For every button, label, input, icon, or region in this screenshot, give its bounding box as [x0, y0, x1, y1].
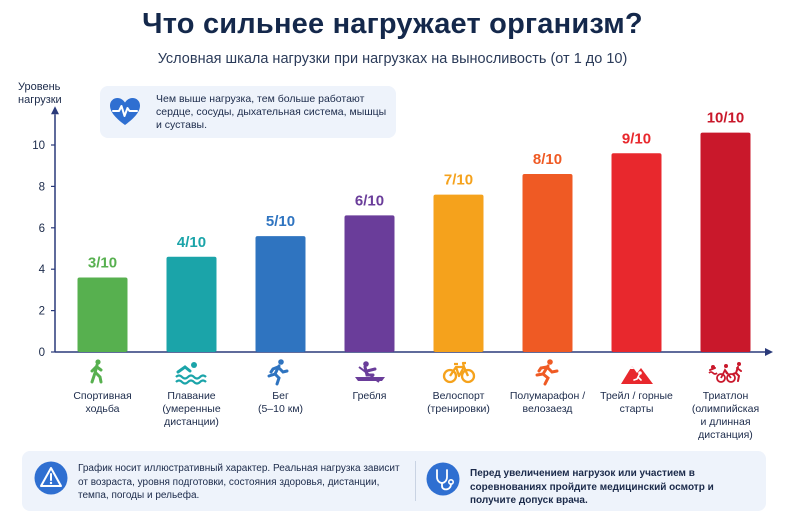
info-text: Чем выше нагрузка, тем больше работают с… — [156, 93, 387, 131]
category-label: Гребля — [322, 358, 418, 403]
category-text-line: (тренировки) — [427, 403, 490, 415]
category-text-line: Гребля — [352, 390, 387, 402]
category-text: Трейл / горные старты — [589, 390, 685, 416]
y-tick-label: 10 — [32, 140, 45, 152]
category-text-line: дистанция) — [698, 429, 753, 441]
data-label: 10/10 — [707, 110, 745, 127]
data-label: 3/10 — [88, 254, 117, 271]
category-text-line: (5–10 км) — [257, 403, 304, 415]
stethoscope-icon — [426, 462, 460, 496]
y-tick-label: 8 — [39, 181, 45, 193]
data-label: 5/10 — [266, 213, 295, 230]
category-label: Плавание (умеренные дистанции) — [144, 358, 240, 429]
bar — [700, 132, 751, 352]
page-subtitle: Условная шкала нагрузки при нагрузках на… — [157, 51, 628, 67]
warning-icon — [34, 461, 68, 495]
category-text-line: Спортивная — [73, 390, 132, 402]
data-label: 6/10 — [355, 192, 384, 209]
category-text: Спортивная ходьба — [55, 390, 151, 416]
bar — [611, 153, 662, 352]
category-text-line: Бег — [272, 390, 289, 402]
category-text-line: и длинная — [700, 416, 751, 428]
heart-pulse-icon — [110, 98, 140, 125]
category-text: Плавание (умеренные дистанции) — [144, 390, 240, 429]
footer-box: График носит иллюстративный характер. Ре… — [22, 451, 766, 511]
x-axis-arrow — [765, 348, 773, 356]
mountain-runner-icon — [620, 366, 653, 384]
category-text-line: Трейл / горные — [600, 390, 673, 402]
category-label: Бег (5–10 км) — [233, 358, 329, 416]
bar — [344, 215, 395, 352]
bar — [77, 277, 128, 352]
category-text-line: Плавание — [167, 390, 216, 402]
bar — [433, 194, 484, 352]
category-text-line: Велоспорт — [432, 390, 485, 402]
category-text-line: (олимпийская — [691, 403, 760, 415]
y-tick-label: 4 — [39, 264, 46, 276]
runner-icon — [535, 359, 558, 386]
walking-icon — [90, 359, 102, 384]
category-label: Трейл / горные старты — [589, 358, 685, 416]
category-text-line: Триатлон — [702, 390, 749, 402]
bar — [255, 236, 306, 352]
triathlon-icon — [707, 362, 742, 383]
y-axis-label: Уровень нагрузки — [18, 81, 62, 106]
page-title: Что сильнее нагружает организм? — [142, 8, 643, 40]
data-label: 7/10 — [444, 172, 473, 189]
category-text-line: (умеренные — [162, 403, 221, 415]
data-label: 4/10 — [177, 234, 206, 251]
y-tick-label: 2 — [39, 306, 45, 318]
category-text: Велоспорт (тренировки) — [411, 390, 507, 416]
data-label: 9/10 — [622, 130, 651, 147]
category-label: Спортивная ходьба — [55, 358, 151, 416]
y-tick-label: 6 — [39, 223, 45, 235]
swimming-icon — [174, 362, 207, 385]
category-label: Полумарафон / велозаезд — [500, 358, 596, 416]
data-label: 8/10 — [533, 151, 562, 168]
y-axis-arrow — [51, 106, 59, 115]
footer-disclaimer-text: График носит иллюстративный характер. Ре… — [78, 463, 400, 501]
footer-medical-text: Перед увеличением нагрузок или участием … — [470, 468, 714, 506]
category-label: Триатлон (олимпийская и длинная дистанция) — [678, 358, 774, 442]
category-text: Бег (5–10 км) — [233, 390, 329, 416]
category-text-line: дистанции) — [164, 416, 219, 428]
running-icon — [267, 359, 288, 386]
category-text: Гребля — [322, 390, 418, 403]
y-tick-label: 0 — [39, 347, 45, 359]
rowing-icon — [354, 361, 385, 383]
category-text: Полумарафон / велозаезд — [500, 390, 596, 416]
category-text: Триатлон (олимпийская и длинная дистанция) — [678, 390, 774, 442]
bar — [166, 256, 217, 352]
bicycle-icon — [442, 361, 475, 384]
info-box: Чем выше нагрузка, тем больше работают с… — [100, 86, 396, 138]
footer-divider — [415, 461, 416, 501]
category-label: Велоспорт (тренировки) — [411, 358, 507, 416]
category-text-line: Полумарафон / — [509, 390, 586, 402]
category-text-line: старты — [619, 403, 654, 415]
category-text-line: ходьба — [85, 403, 120, 415]
category-text-line: велозаезд — [522, 403, 573, 415]
bar — [522, 173, 573, 352]
